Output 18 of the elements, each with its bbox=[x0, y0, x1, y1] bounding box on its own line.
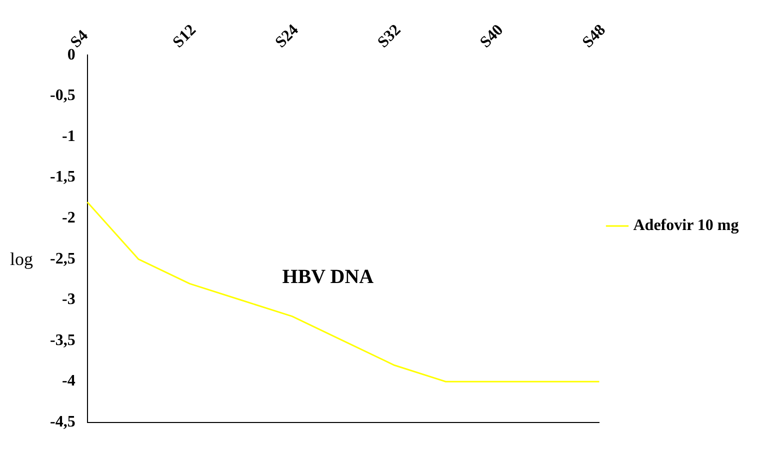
y-tick-label: -1 bbox=[62, 128, 76, 145]
y-tick-label: -1,5 bbox=[50, 168, 76, 186]
x-tick-label: S24 bbox=[272, 22, 302, 52]
x-tick-label: S40 bbox=[477, 22, 507, 52]
y-tick-label: 0 bbox=[67, 46, 76, 64]
y-tick-label: -3,5 bbox=[50, 332, 76, 349]
y-tick-label: -0,5 bbox=[50, 87, 76, 104]
y-tick-label: -2 bbox=[62, 210, 76, 227]
legend-label: Adefovir 10 mg bbox=[633, 217, 739, 234]
y-tick-label: -3 bbox=[62, 291, 76, 308]
y-tick-label: -2,5 bbox=[50, 250, 76, 268]
x-tick-label: S12 bbox=[170, 22, 200, 52]
x-tick-label: S48 bbox=[579, 22, 610, 52]
annotation: HBV DNA bbox=[282, 266, 374, 288]
y-tick-label: -4 bbox=[62, 372, 76, 390]
y-tick-label: -4,5 bbox=[50, 414, 76, 431]
x-tick-label: S32 bbox=[374, 22, 404, 52]
y-axis-title: log bbox=[10, 249, 34, 270]
